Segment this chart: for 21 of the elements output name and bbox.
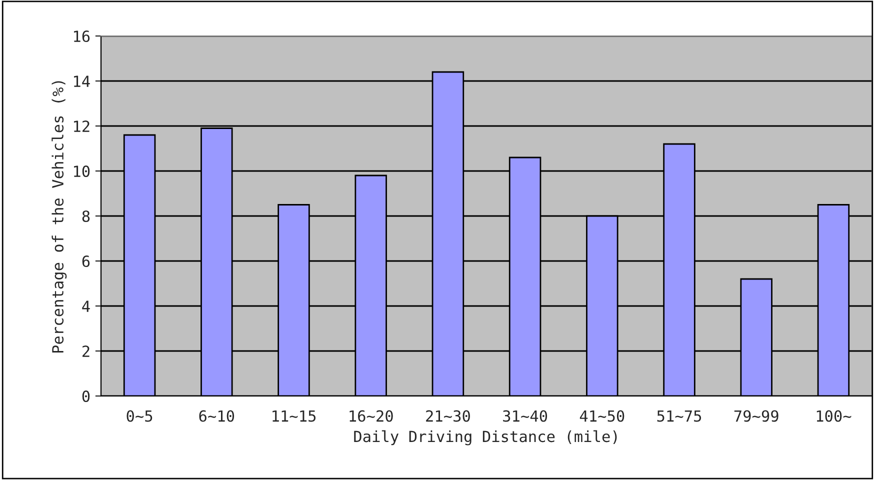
x-axis-title: Daily Driving Distance (mile) xyxy=(354,430,617,446)
x-tick-label: 79~99 xyxy=(734,410,778,422)
y-tick-label: 12 xyxy=(74,120,90,132)
y-tick-label: 10 xyxy=(74,166,90,178)
x-tick-label: 0~5 xyxy=(126,410,152,422)
x-tick-label: 21~30 xyxy=(426,410,470,422)
y-tick-label: 0 xyxy=(82,390,90,402)
y-tick-label: 14 xyxy=(74,76,90,87)
x-tick-label: 16~20 xyxy=(350,410,393,422)
x-tick-label: 31~40 xyxy=(503,410,548,422)
y-axis-title: Percentage of the Vehicles (%) xyxy=(52,81,67,352)
y-tick-label: 4 xyxy=(82,300,90,312)
y-tick-label: 6 xyxy=(82,256,90,268)
x-tick-label: 6~10 xyxy=(199,410,234,422)
y-tick-label: 16 xyxy=(74,30,90,42)
x-tick-label: 100~ xyxy=(816,410,852,422)
x-tick-label: 11~15 xyxy=(272,410,316,422)
y-tick-label: 8 xyxy=(82,210,90,222)
y-tick-label: 2 xyxy=(82,346,90,357)
x-tick-label: 41~50 xyxy=(580,410,624,422)
x-tick-label: 51~75 xyxy=(657,410,702,422)
